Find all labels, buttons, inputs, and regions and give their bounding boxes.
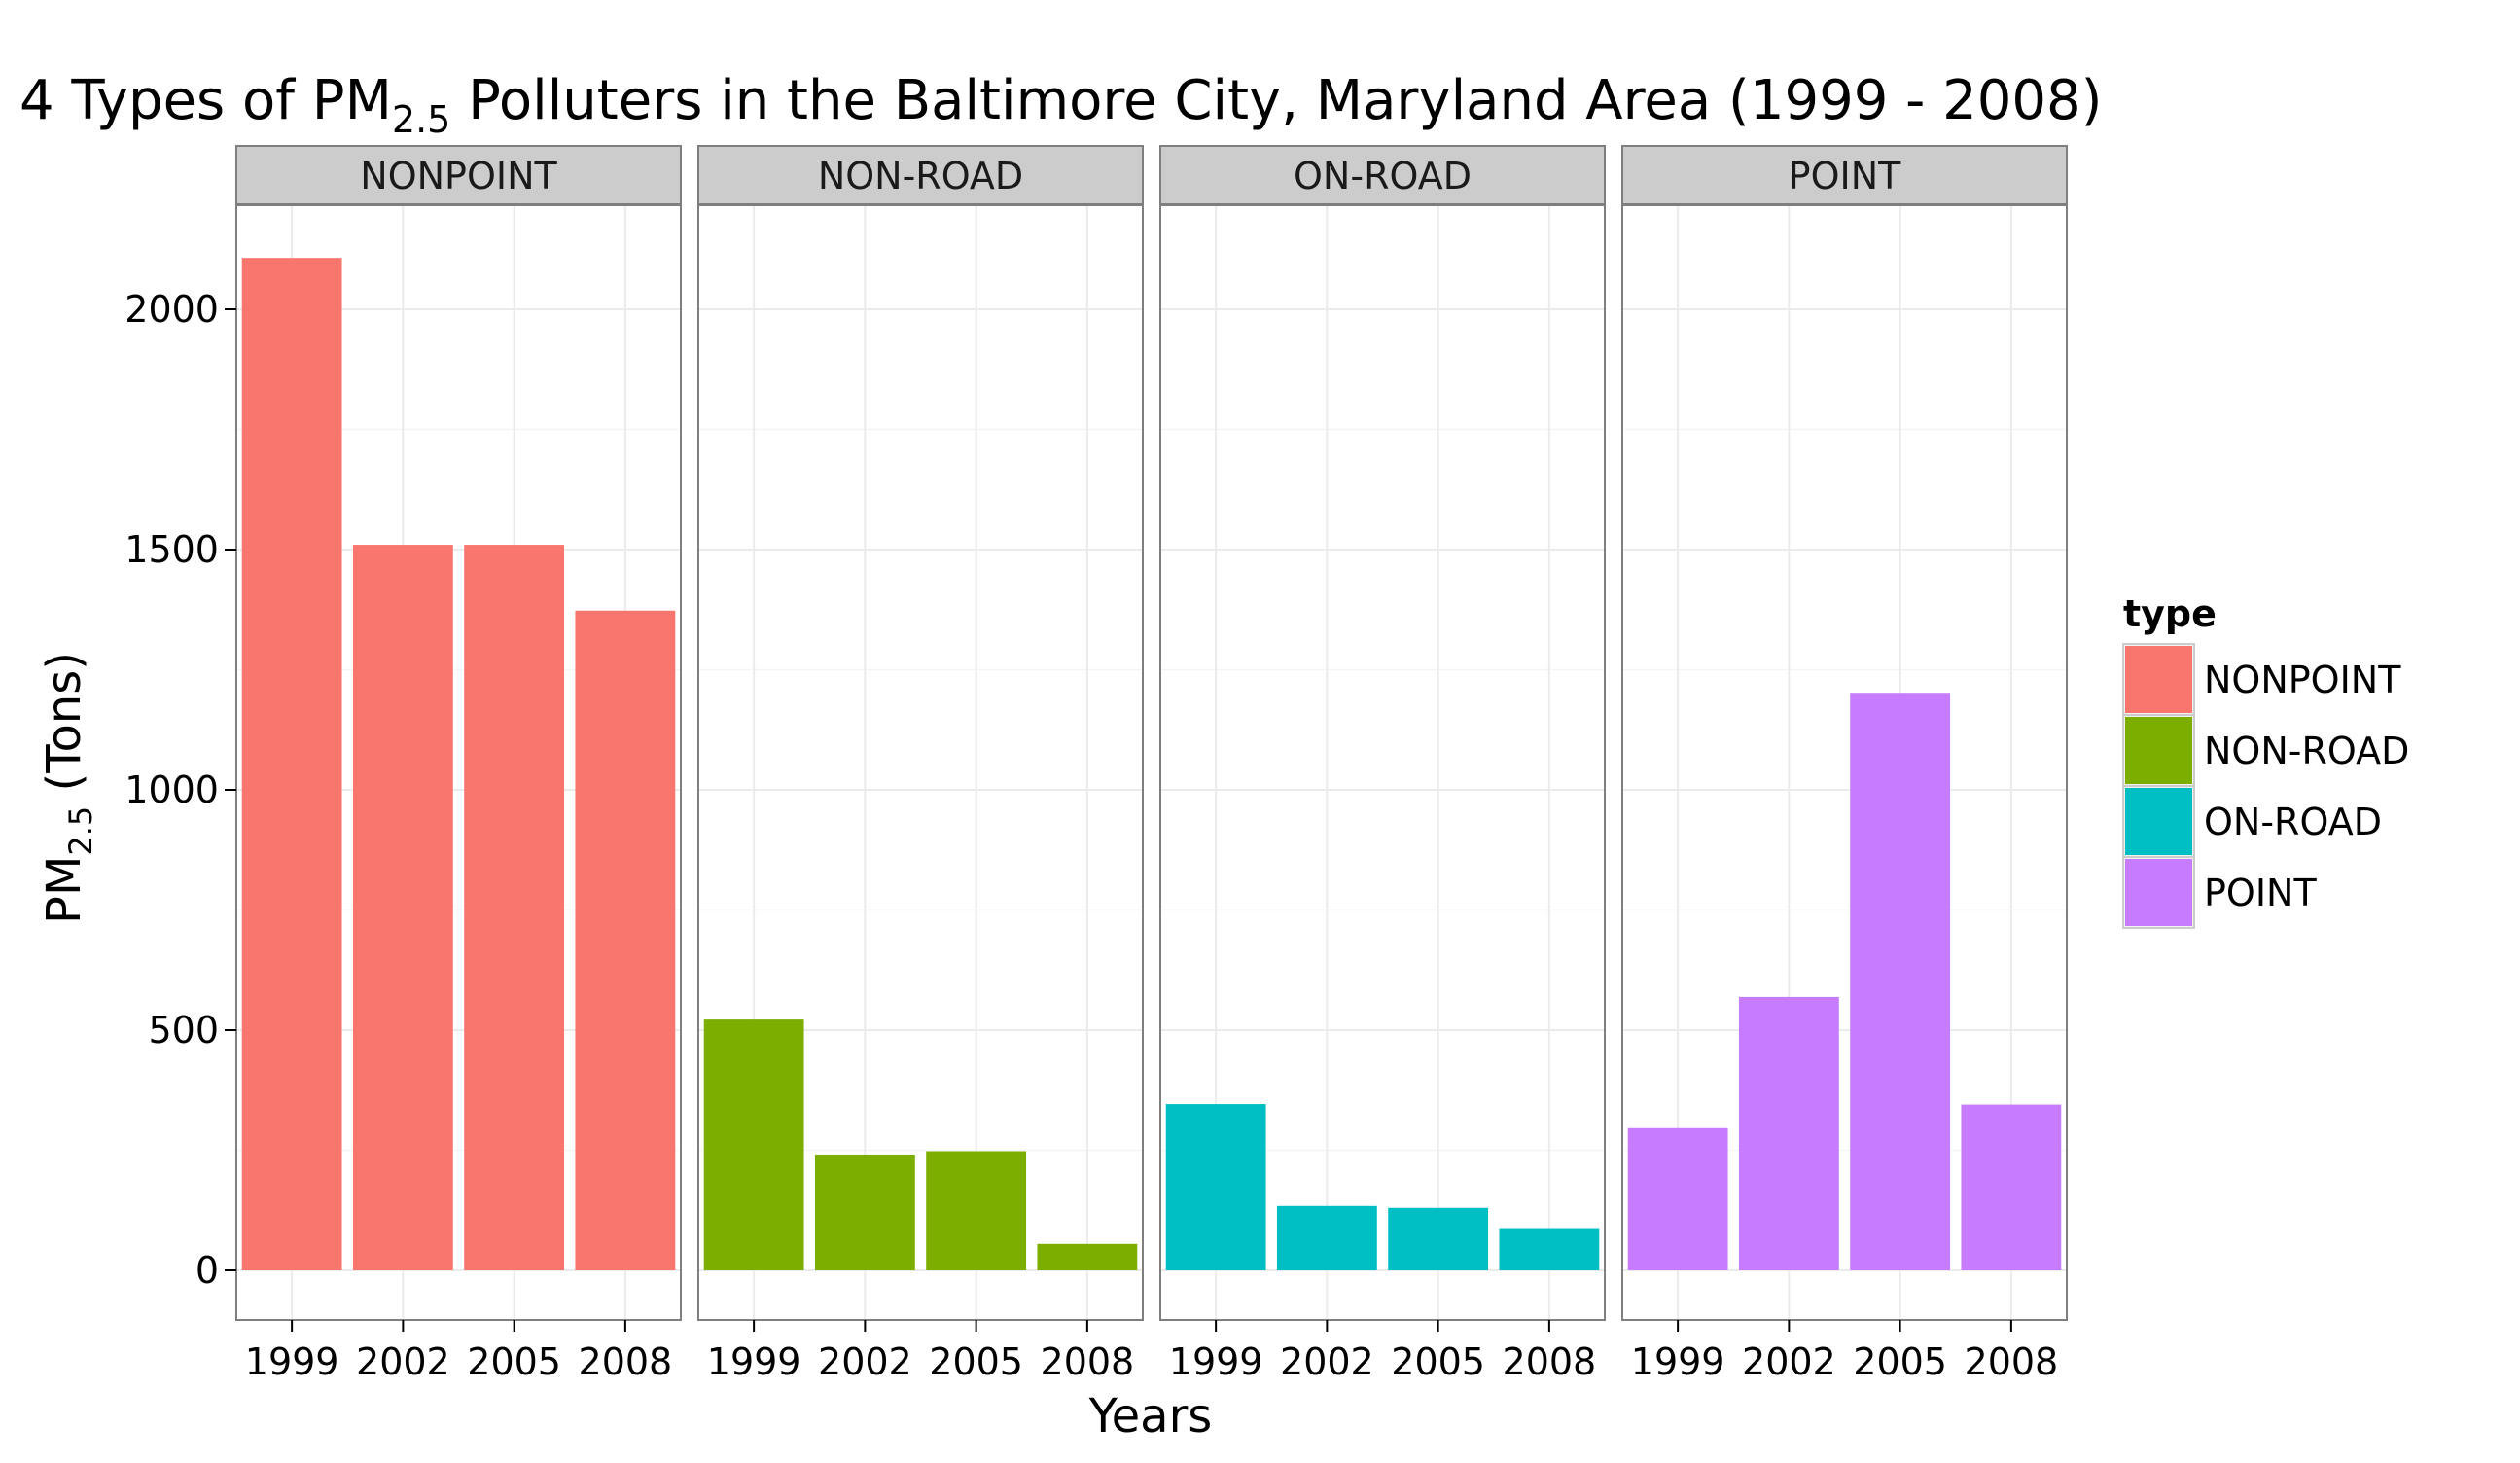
- x-tick-label: 2005: [1391, 1340, 1485, 1383]
- facet-strip-label: NONPOINT: [360, 155, 557, 197]
- bar-on-road-2002: [1276, 1205, 1377, 1270]
- y-axis-title-subscript: 2.5: [62, 806, 99, 856]
- facet-panels: NONPOINT 1999 2002 2005 2008 NON-ROAD 1999 2002…: [235, 145, 2068, 1383]
- x-tick-label: 1999: [707, 1340, 801, 1383]
- legend-label-on-road: ON-ROAD: [2204, 801, 2382, 843]
- x-tick-label: 1999: [1631, 1340, 1725, 1383]
- legend-swatch-point: [2125, 859, 2192, 926]
- x-tick-label: 2008: [1503, 1340, 1597, 1383]
- x-tick-label: 2002: [1742, 1340, 1836, 1383]
- legend: type NONPOINT NON-ROAD ON-ROAD POINT: [2122, 592, 2409, 929]
- bar-nonpoint-2008: [575, 610, 676, 1270]
- bar-point-2008: [1961, 1104, 2062, 1270]
- y-tick-label: 1000: [124, 768, 219, 811]
- x-tick-label: 1999: [1169, 1340, 1263, 1383]
- y-tick-label: 1500: [124, 528, 219, 571]
- y-axis: 0 500 1000 1500 2000: [124, 288, 236, 1292]
- x-tick-label: 2002: [818, 1340, 912, 1383]
- bar-nonpoint-2002: [352, 545, 453, 1270]
- bar-non-road-2005: [926, 1151, 1027, 1270]
- panel-border: [1621, 204, 2068, 1321]
- facet-strip: [1621, 145, 2068, 205]
- panel-point: POINT 1999 2002 2005 2008: [1621, 145, 2068, 1383]
- y-axis-title: PM2.5 (Tons): [37, 652, 99, 924]
- bar-non-road-1999: [703, 1019, 804, 1270]
- y-tick-label: 2000: [124, 288, 219, 331]
- legend-swatch-on-road: [2125, 788, 2192, 855]
- facet-strip-label: ON-ROAD: [1294, 155, 1472, 197]
- facet-strip-label: NON-ROAD: [818, 155, 1023, 197]
- y-tick-label: 0: [195, 1249, 219, 1292]
- panel-border: [697, 204, 1144, 1321]
- bar-nonpoint-1999: [241, 258, 342, 1271]
- panel-non-road: NON-ROAD 1999 2002 2005 2008: [697, 145, 1144, 1383]
- y-tick-label: 500: [148, 1009, 219, 1052]
- y-axis-title-prefix: PM: [37, 856, 91, 924]
- facet-strip: [697, 145, 1144, 205]
- legend-label-point: POINT: [2204, 872, 2317, 914]
- chart-title-subscript: 2.5: [392, 98, 450, 141]
- x-tick-label: 2005: [929, 1340, 1023, 1383]
- chart-title: 4 Types of PM2.5 Polluters in the Baltim…: [19, 69, 2103, 141]
- x-tick-label: 2008: [1041, 1340, 1135, 1383]
- panel-border: [235, 204, 682, 1321]
- legend-swatch-non-road: [2125, 717, 2192, 784]
- facet-strip: [235, 145, 682, 205]
- panel-nonpoint: NONPOINT 1999 2002 2005 2008: [235, 145, 682, 1383]
- bar-nonpoint-2005: [464, 545, 565, 1270]
- x-tick-label: 2005: [467, 1340, 561, 1383]
- legend-label-nonpoint: NONPOINT: [2204, 659, 2401, 701]
- x-tick-label: 1999: [245, 1340, 339, 1383]
- y-axis-title-suffix: (Tons): [37, 652, 91, 806]
- x-tick-label: 2005: [1853, 1340, 1947, 1383]
- bar-on-road-2005: [1388, 1207, 1489, 1270]
- legend-swatch-nonpoint: [2125, 646, 2192, 713]
- legend-title: type: [2123, 592, 2217, 635]
- x-axis-title: Years: [1088, 1389, 1213, 1444]
- legend-label-non-road: NON-ROAD: [2204, 730, 2409, 772]
- chart-title-prefix: 4 Types of PM: [19, 69, 392, 132]
- x-tick-label: 2008: [579, 1340, 673, 1383]
- bar-on-road-1999: [1165, 1104, 1266, 1270]
- panel-border: [1159, 204, 1606, 1321]
- bar-point-1999: [1627, 1127, 1728, 1270]
- bar-point-2005: [1850, 693, 1951, 1270]
- bar-on-road-2008: [1499, 1228, 1600, 1270]
- bar-point-2002: [1738, 996, 1839, 1270]
- x-tick-label: 2002: [356, 1340, 450, 1383]
- x-tick-label: 2002: [1280, 1340, 1374, 1383]
- bar-non-road-2008: [1037, 1243, 1138, 1270]
- panel-on-road: ON-ROAD 1999 2002 2005 2008: [1159, 145, 1606, 1383]
- bar-non-road-2002: [814, 1154, 915, 1270]
- chart-title-suffix: Polluters in the Baltimore City, Marylan…: [450, 69, 2102, 132]
- x-tick-label: 2008: [1965, 1340, 2059, 1383]
- facet-strip-label: POINT: [1789, 155, 1901, 197]
- facet-strip: [1159, 145, 1606, 205]
